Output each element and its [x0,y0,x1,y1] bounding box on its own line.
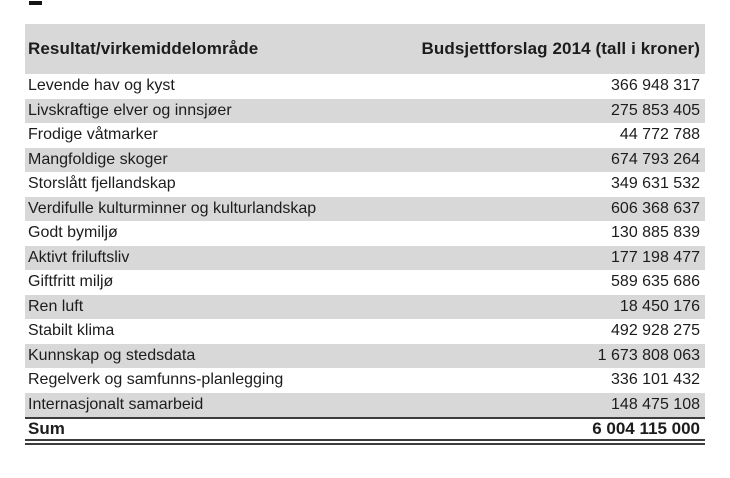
table-row: Mangfoldige skoger 674 793 264 [25,147,705,172]
sum-label: Sum [28,419,65,438]
table-row: Livskraftige elver og innsjøer 275 853 4… [25,98,705,123]
row-value: 18 450 176 [619,297,700,315]
row-label: Godt bymiljø [28,224,118,241]
header-budget-2014-column: Budsjettforslag 2014 (tall i kroner) [421,39,700,58]
table-row: Frodige våtmarker 44 772 788 [25,123,705,148]
budget-table: Resultat/virkemiddelområde Budsjettforsl… [25,24,705,445]
table-row: Verdifulle kulturminner og kulturlandska… [25,196,705,221]
row-value: 349 631 532 [611,175,700,192]
table-row: Kunnskap og stedsdata 1 673 808 063 [25,343,705,368]
row-label: Aktivt friluftsliv [28,248,130,266]
table-row: Godt bymiljø 130 885 839 [25,221,705,246]
table-header-row: Resultat/virkemiddelområde Budsjettforsl… [25,24,705,74]
table-body: Levende hav og kyst 366 948 317 Livskraf… [25,74,705,417]
row-label: Giftfritt miljø [28,273,114,290]
row-value: 44 772 788 [619,126,700,143]
table-sum-row: Sum 6 004 115 000 [25,417,705,445]
table-row: Internasjonalt samarbeid 148 475 108 [25,392,705,417]
row-value: 336 101 432 [611,371,700,388]
table-row: Aktivt friluftsliv 177 198 477 [25,245,705,270]
row-value: 606 368 637 [611,199,700,217]
row-label: Levende hav og kyst [28,77,175,94]
row-value: 177 198 477 [611,248,700,266]
row-label: Frodige våtmarker [28,126,158,143]
row-value: 275 853 405 [611,101,700,119]
row-label: Ren luft [28,297,84,315]
table-row: Ren luft 18 450 176 [25,294,705,319]
row-value: 589 635 686 [611,273,700,290]
row-value: 1 673 808 063 [597,346,700,364]
row-label: Regelverk og samfunns-planlegging [28,371,284,388]
row-value: 148 475 108 [611,395,700,413]
row-value: 492 928 275 [611,322,700,339]
row-label: Internasjonalt samarbeid [28,395,204,413]
scan-artifact-mark [29,1,42,5]
row-label: Stabilt klima [28,322,115,339]
row-value: 366 948 317 [611,77,700,94]
table-row: Storslått fjellandskap 349 631 532 [25,172,705,197]
row-label: Livskraftige elver og innsjøer [28,101,232,119]
table-row: Levende hav og kyst 366 948 317 [25,74,705,99]
row-label: Mangfoldige skoger [28,150,168,168]
row-value: 130 885 839 [611,224,700,241]
table-row: Regelverk og samfunns-planlegging 336 10… [25,368,705,393]
sum-value: 6 004 115 000 [592,419,700,438]
table-row: Stabilt klima 492 928 275 [25,319,705,344]
row-label: Storslått fjellandskap [28,175,176,192]
row-label: Kunnskap og stedsdata [28,346,196,364]
table-row: Giftfritt miljø 589 635 686 [25,270,705,295]
row-label: Verdifulle kulturminner og kulturlandska… [28,199,317,217]
row-value: 674 793 264 [611,150,700,168]
header-result-area-column: Resultat/virkemiddelområde [28,39,259,58]
